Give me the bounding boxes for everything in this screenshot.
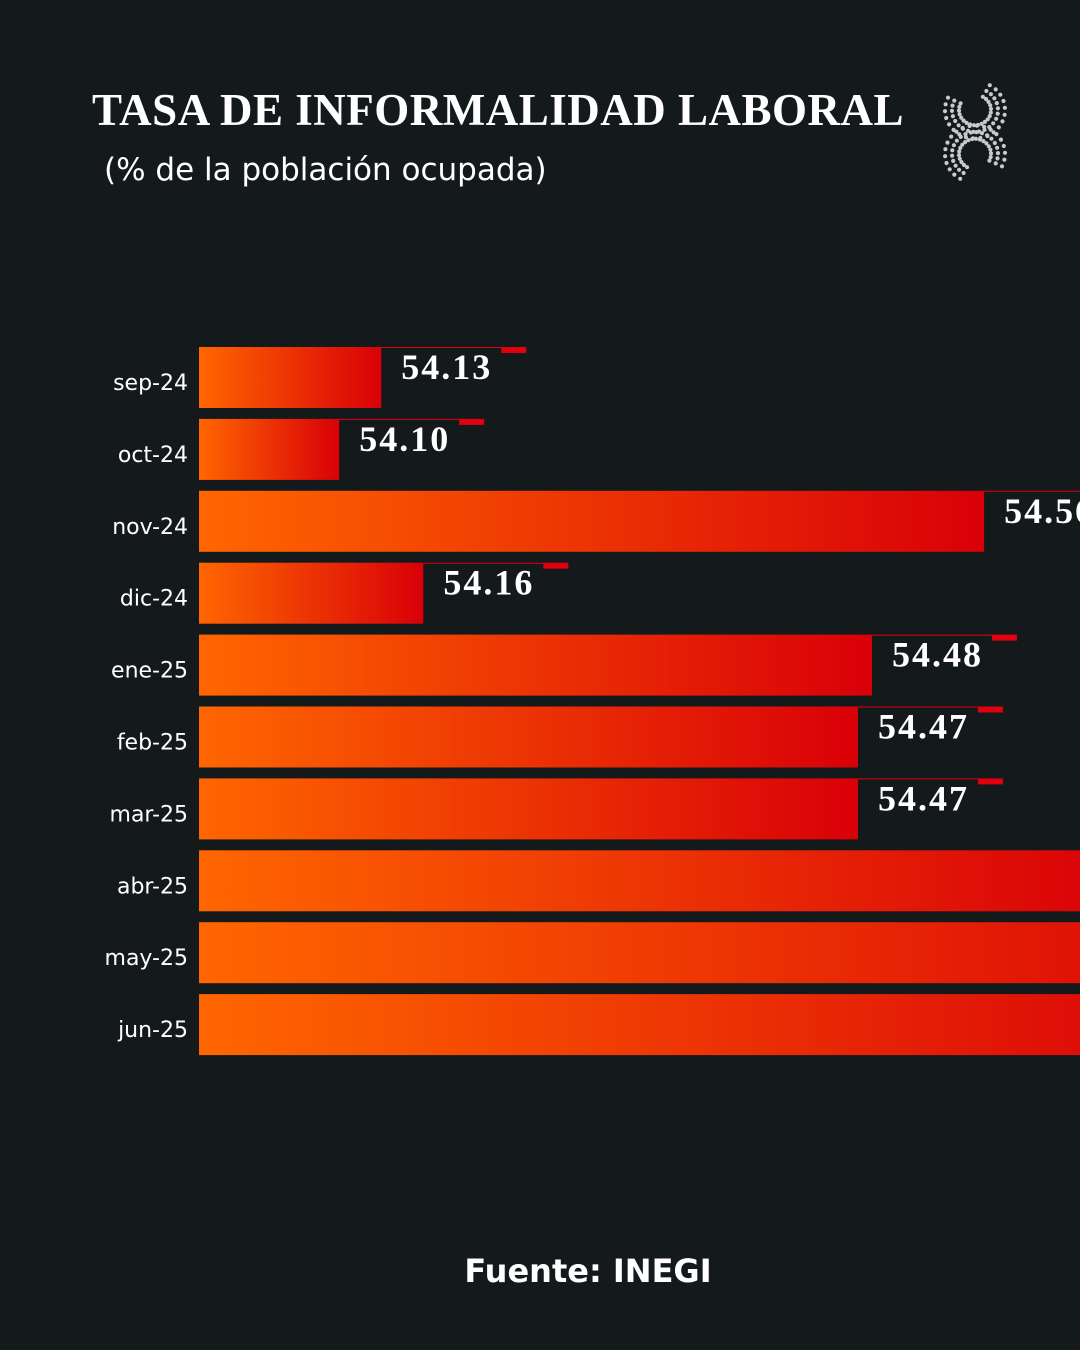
bar — [199, 922, 1080, 984]
label-accent-tab — [543, 562, 569, 569]
value-label: 54.47 — [878, 778, 969, 818]
chart-title: TASA DE INFORMALIDAD LABORAL — [92, 85, 905, 135]
brand-logo-icon — [942, 83, 1008, 181]
category-label: sep-24 — [113, 371, 188, 396]
bar — [199, 994, 1080, 1056]
bar-group: 54.56 nov-24 — [112, 490, 1080, 552]
bar — [199, 418, 340, 480]
category-label: mar-25 — [110, 802, 188, 827]
bar-group: 54.77may-25 — [105, 922, 1080, 984]
value-label: 54.48 — [892, 635, 983, 675]
category-label: dic-24 — [120, 587, 188, 612]
category-label: abr-25 — [117, 874, 188, 899]
bar — [199, 347, 382, 408]
bar — [199, 778, 858, 840]
category-label: oct-24 — [118, 443, 188, 468]
value-label: 54.10 — [359, 419, 450, 459]
chart-subtitle: (% de la población ocupada) — [104, 152, 547, 188]
label-accent-tab — [501, 347, 527, 353]
category-label: nov-24 — [112, 515, 188, 540]
category-label: ene-25 — [111, 659, 188, 684]
bar — [199, 850, 1080, 912]
bar-group: 54.48 ene-25 — [111, 634, 1017, 696]
category-label: jun-25 — [117, 1018, 188, 1043]
bar-group: 54.47 mar-25 — [110, 778, 1003, 840]
bar — [199, 562, 424, 624]
value-label: 54.56 — [1004, 491, 1080, 531]
bar-group: 54.16 dic-24 — [120, 562, 569, 624]
bar-group: 54.47 feb-25 — [117, 706, 1003, 768]
bar-group: 54.10 oct-24 — [118, 418, 485, 480]
label-accent-tab — [977, 778, 1003, 785]
source-note: Fuente: INEGI — [464, 1252, 712, 1290]
bar-group: 54.66abr-25 — [117, 850, 1080, 912]
value-label: 54.13 — [401, 347, 492, 387]
bar — [199, 634, 872, 696]
label-accent-tab — [977, 706, 1003, 713]
bar — [199, 490, 985, 552]
label-accent-tab — [991, 634, 1017, 641]
bar-group: 54.73jun-25 — [117, 994, 1080, 1056]
bar-group: 54.13 sep-24 — [113, 347, 527, 408]
category-label: may-25 — [105, 946, 188, 971]
value-label: 54.16 — [443, 563, 534, 603]
category-label: feb-25 — [117, 731, 188, 756]
value-label: 54.47 — [878, 707, 969, 747]
bar — [199, 706, 858, 768]
label-accent-tab — [459, 418, 485, 425]
